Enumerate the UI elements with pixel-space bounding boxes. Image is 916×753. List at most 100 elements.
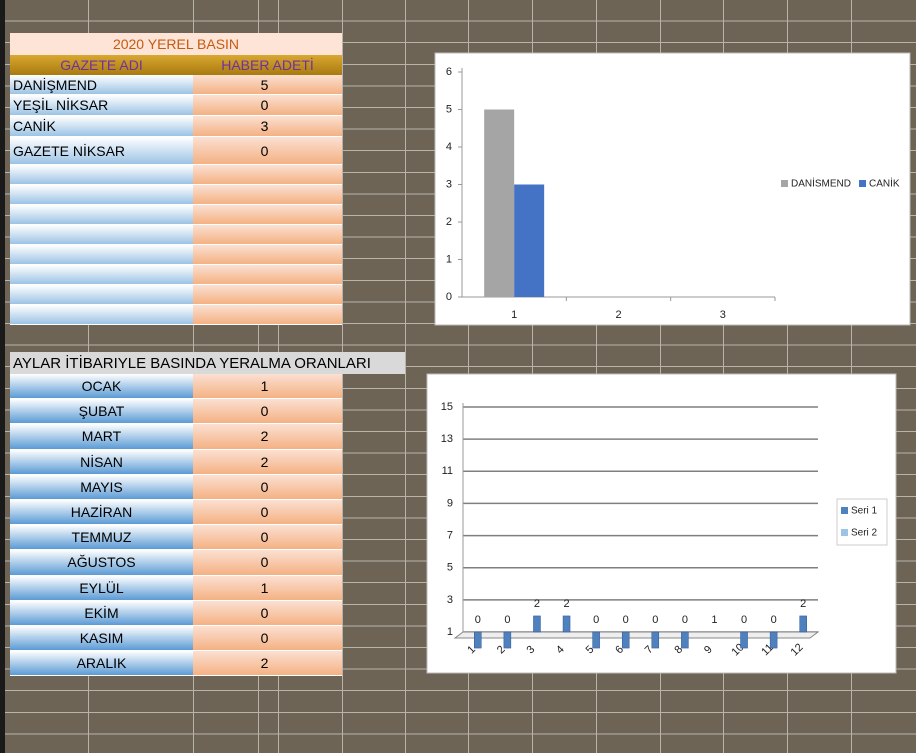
y-tick-label: 9	[447, 497, 453, 509]
bar	[514, 184, 545, 297]
y-tick-label: 5	[447, 562, 453, 574]
legend-box	[836, 498, 888, 546]
empty-cell	[10, 225, 193, 245]
row-name: ARALIK	[10, 651, 193, 677]
data-label: 2	[563, 598, 569, 610]
chart-floor	[453, 631, 820, 639]
row-name: GAZETE NİKSAR	[10, 137, 193, 165]
empty-cell	[193, 305, 342, 325]
bar	[533, 615, 541, 633]
row-value: 0	[193, 474, 342, 500]
y-tick-label: 15	[441, 401, 453, 413]
table-title: AYLAR İTİBARIYLE BASINDA YERALMA ORANLAR…	[10, 352, 405, 374]
empty-cell	[193, 205, 342, 225]
row-name: MART	[10, 424, 193, 450]
row-name: ŞUBAT	[10, 399, 193, 425]
empty-cell	[10, 185, 193, 205]
data-label: 0	[623, 614, 629, 626]
empty-cell	[193, 265, 342, 285]
legend-label: Seri 1	[851, 506, 878, 517]
row-name: OCAK	[10, 374, 193, 400]
bar	[740, 631, 748, 649]
legend-swatch	[859, 180, 867, 187]
row-value: 0	[193, 550, 342, 576]
row-name: MAYIS	[10, 474, 193, 500]
row-value: 0	[193, 500, 342, 526]
column-line	[405, 0, 406, 753]
empty-cell	[193, 245, 342, 265]
row-value: 1	[193, 575, 342, 601]
legend-label: Seri 2	[851, 528, 878, 539]
bar	[562, 615, 571, 633]
y-tick-label: 7	[447, 529, 453, 541]
legend-swatch	[841, 507, 848, 514]
row-value: 2	[193, 424, 342, 450]
bar	[651, 631, 660, 649]
column-header: HABER ADETİ	[193, 55, 342, 75]
bar	[484, 109, 515, 297]
table-title: 2020 YEREL BASIN	[10, 33, 342, 55]
x-tick-label: 2	[615, 309, 621, 321]
row-name: EYLÜL	[10, 575, 193, 601]
row-value: 0	[193, 525, 342, 551]
window-edge	[0, 0, 5, 753]
y-tick-label: 0	[446, 291, 452, 303]
row-value: 0	[193, 95, 342, 116]
y-tick-label: 2	[446, 216, 452, 228]
y-tick-label: 3	[446, 178, 452, 190]
row-name: YEŞİL NİKSAR	[10, 95, 193, 116]
bar	[503, 631, 512, 649]
row-name: CANİK	[10, 116, 193, 137]
row-value: 5	[193, 75, 342, 95]
row-name: DANİŞMEND	[10, 75, 193, 95]
row-name: KASIM	[10, 626, 193, 652]
row-value: 0	[193, 399, 342, 425]
legend-label: DANİSMEND	[791, 177, 851, 190]
data-label: 0	[475, 614, 481, 626]
bar	[592, 631, 600, 649]
row-value: 2	[193, 449, 342, 475]
y-tick-label: 13	[441, 433, 453, 445]
empty-cell	[10, 165, 193, 185]
data-label: 0	[741, 614, 747, 626]
data-label: 0	[771, 614, 777, 626]
data-label: 2	[534, 598, 540, 610]
data-label: 0	[652, 614, 658, 626]
data-label: 1	[711, 614, 717, 626]
chart-area	[426, 373, 897, 674]
empty-cell	[10, 265, 193, 285]
column-header: GAZETE ADI	[10, 55, 193, 75]
y-tick-label: 3	[447, 594, 453, 606]
x-tick-label: 3	[720, 309, 726, 321]
empty-cell	[10, 245, 193, 265]
y-tick-label: 5	[446, 103, 452, 115]
empty-cell	[193, 165, 342, 185]
bar	[799, 615, 807, 633]
row-name: HAZİRAN	[10, 500, 193, 526]
bar	[681, 631, 689, 649]
bar	[769, 631, 778, 649]
data-label: 0	[504, 614, 510, 626]
row-name: TEMMUZ	[10, 525, 193, 551]
bar	[474, 631, 482, 649]
row-value: 3	[193, 116, 342, 137]
empty-cell	[193, 225, 342, 245]
empty-cell	[10, 205, 193, 225]
row-value: 0	[193, 137, 342, 165]
empty-cell	[10, 305, 193, 325]
row-name: NİSAN	[10, 449, 193, 475]
y-tick-label: 6	[446, 66, 452, 78]
empty-cell	[193, 285, 342, 305]
y-tick-label: 1	[447, 626, 453, 638]
y-tick-label: 4	[446, 141, 452, 153]
legend-swatch	[781, 180, 788, 187]
x-tick-label: 1	[511, 309, 517, 321]
y-tick-label: 1	[446, 253, 452, 265]
data-label: 2	[800, 598, 806, 610]
y-tick-label: 11	[442, 465, 453, 477]
empty-cell	[193, 185, 342, 205]
row-name: EKİM	[10, 600, 193, 626]
row-value: 0	[193, 626, 342, 652]
